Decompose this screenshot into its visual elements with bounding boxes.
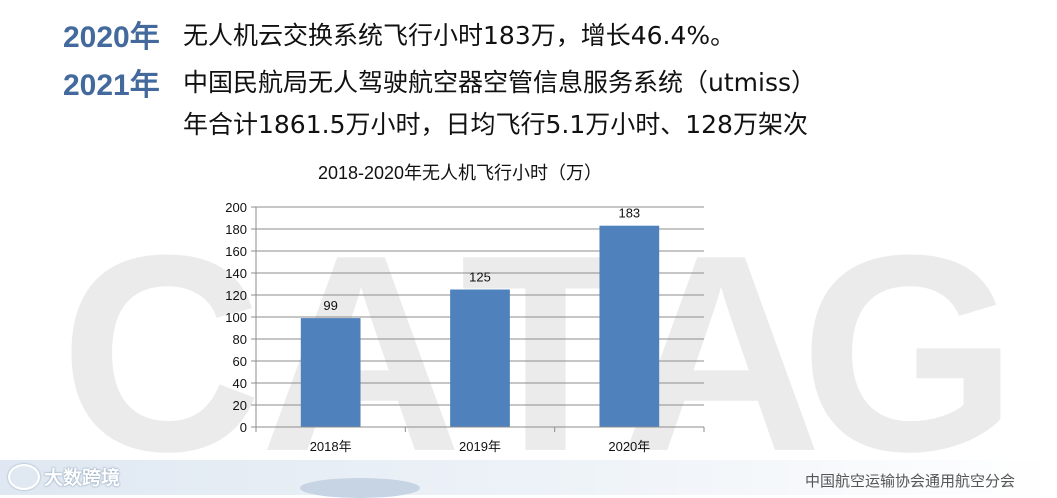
y-tick-label: 200 xyxy=(225,200,247,215)
highlight-text: 年合计1861.5万小时，日均飞行5.1万小时、128万架次 xyxy=(183,110,808,139)
watermark-letter: A xyxy=(260,198,462,470)
bar xyxy=(599,225,660,427)
y-tick-label: 40 xyxy=(233,376,247,391)
bar xyxy=(450,289,510,427)
highlight-text: 无人机云交换系统飞行小时183万，增长46.4%。 xyxy=(183,21,736,50)
y-axis: 0 20 40 60 80 100 120 140 160 180 200 xyxy=(225,200,257,435)
y-tick-label: 20 xyxy=(233,398,247,413)
watermark-letter: C xyxy=(60,198,262,470)
flight-hours-chart: 2018-2020年无人机飞行小时（万） 0 20 40 60 80 100 120 140 1… xyxy=(220,155,740,465)
year-label: 2020年 xyxy=(63,21,160,54)
bar-chart: 2018-2020年无人机飞行小时（万） 0 20 40 60 80 100 120 140 1… xyxy=(225,163,705,454)
year-label: 2021年 xyxy=(63,69,160,102)
data-label: 99 xyxy=(323,298,337,313)
x-axis: 2018年 2019年 2020年 xyxy=(255,426,705,454)
y-tick-label: 0 xyxy=(240,420,247,435)
watermark-letter: G xyxy=(800,198,1018,470)
bar xyxy=(300,318,361,427)
footer-cloud-decoration xyxy=(300,478,420,498)
y-tick-label: 80 xyxy=(233,332,247,347)
footer-band xyxy=(0,460,1057,498)
y-tick-label: 120 xyxy=(225,288,247,303)
watermark: C A T A G xyxy=(60,198,1018,470)
chart-title: 2018-2020年无人机飞行小时（万） xyxy=(318,163,602,183)
x-tick-label: 2018年 xyxy=(310,439,352,454)
data-label: 125 xyxy=(469,270,491,285)
x-tick-label: 2019年 xyxy=(459,439,501,454)
y-tick-label: 60 xyxy=(233,354,247,369)
bars: 99 125 183 xyxy=(300,206,660,427)
organization-name: 中国航空运输协会通用航空分会 xyxy=(804,472,1015,490)
y-tick-label: 140 xyxy=(225,266,247,281)
y-tick-label: 160 xyxy=(225,244,247,259)
brand-icon xyxy=(8,463,40,490)
y-tick-label: 100 xyxy=(225,310,247,325)
brand-logo: 大数跨境 xyxy=(8,463,120,490)
data-label: 183 xyxy=(618,206,640,221)
highlight-text: 中国民航局无人驾驶航空器空管信息服务系统（utmiss） xyxy=(183,68,816,97)
y-tick-label: 180 xyxy=(225,222,247,237)
brand-text: 大数跨境 xyxy=(44,467,121,489)
x-tick-label: 2020年 xyxy=(608,439,650,454)
